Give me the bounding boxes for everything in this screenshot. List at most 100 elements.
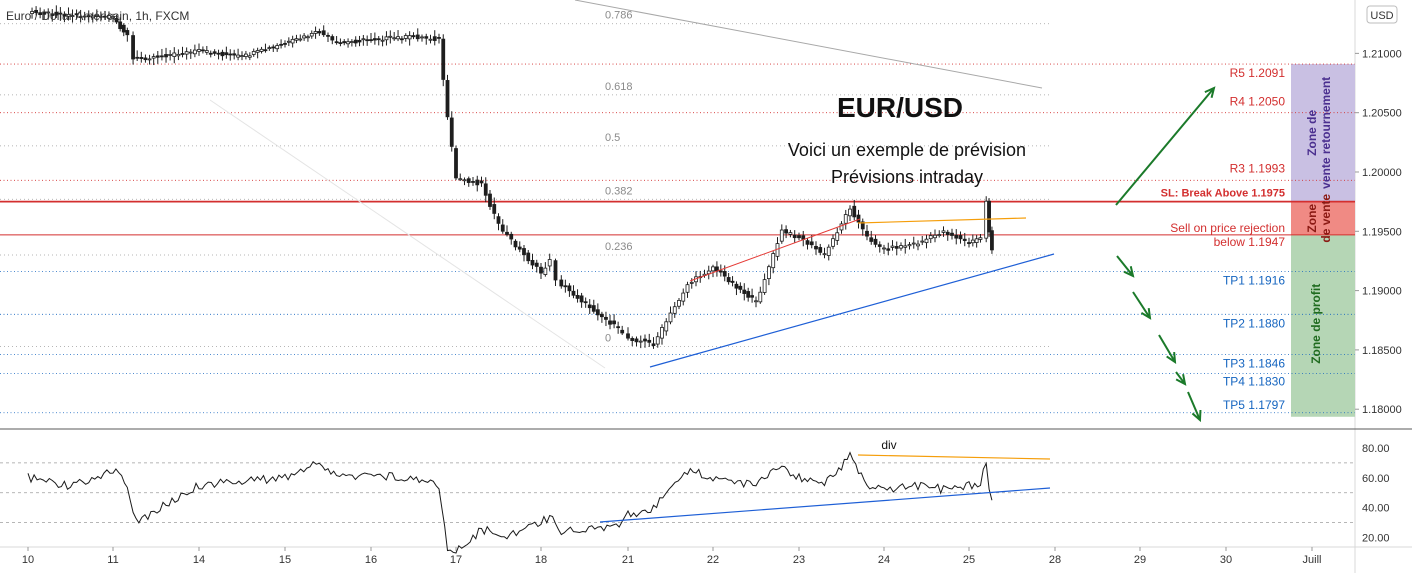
candle: [176, 49, 181, 61]
candle-body: [677, 299, 681, 307]
candle: [630, 336, 635, 347]
candle-body: [970, 239, 975, 244]
candle: [805, 238, 810, 250]
candle-body: [928, 235, 933, 240]
candle: [309, 30, 314, 39]
candle: [139, 51, 144, 63]
zone-sell-label-2: de vente: [1319, 194, 1333, 243]
long-trend-line: [574, 0, 1043, 89]
arrow-down-3: [1158, 334, 1176, 363]
candle-body: [718, 270, 723, 273]
candle-body: [286, 40, 291, 43]
arrow-down-2: [1132, 291, 1151, 319]
price-tick-label: 1.18500: [1362, 345, 1402, 357]
candle: [616, 321, 621, 334]
candle: [251, 48, 256, 57]
candle-body: [990, 230, 994, 251]
candle: [809, 235, 814, 249]
time-tick-label: 24: [878, 554, 890, 566]
candle-body: [384, 36, 389, 41]
candle-body: [509, 233, 514, 240]
candle: [403, 33, 408, 42]
candle-body: [313, 31, 318, 34]
candle: [852, 199, 857, 221]
arrow-down-4: [1175, 371, 1186, 385]
candle-body: [886, 248, 891, 251]
candle: [916, 240, 920, 251]
candle: [147, 54, 152, 65]
candle-body: [118, 21, 123, 30]
candle: [882, 244, 886, 254]
candle-body: [62, 13, 67, 17]
candle: [424, 33, 429, 45]
candle-body: [445, 80, 450, 118]
candle-body: [559, 279, 564, 287]
arrow-up-head: [1204, 86, 1216, 98]
candle: [483, 177, 488, 203]
candle: [839, 221, 844, 234]
candle-body: [579, 295, 584, 303]
candle-body: [848, 208, 852, 217]
candle-body: [317, 31, 322, 34]
candle: [197, 43, 201, 56]
candle-body: [822, 253, 827, 256]
candle: [509, 231, 514, 245]
arrow-up: [1115, 87, 1215, 206]
candle-body: [818, 247, 823, 253]
candle-body: [192, 49, 197, 55]
zone-profit-label: Zone de profit: [1309, 284, 1323, 364]
candle-body: [754, 300, 758, 303]
candle-body: [321, 30, 326, 36]
candle-body: [197, 49, 201, 52]
candle: [135, 50, 140, 62]
currency-badge[interactable]: [1366, 5, 1398, 24]
candle-body: [259, 48, 264, 52]
candle: [835, 227, 840, 245]
candle-body: [240, 55, 244, 58]
rsi-line: [27, 451, 993, 554]
candle-body: [852, 205, 857, 218]
candle-body: [660, 327, 664, 339]
price-axis: 1.18000 1.18500 1.19000 1.19500 1.20000 1.205…: [1355, 48, 1402, 416]
candle-body: [479, 180, 484, 184]
candle: [655, 332, 660, 348]
candle-body: [155, 55, 160, 58]
candle: [471, 176, 475, 186]
candle-body: [762, 279, 767, 293]
time-tick-label: 23: [793, 554, 805, 566]
candle: [974, 234, 979, 248]
price-divergence-line: [857, 217, 1027, 224]
time-tick-label: 29: [1134, 554, 1146, 566]
candle-body: [672, 306, 677, 314]
candle-body: [432, 36, 437, 41]
level-label-tp4: TP4 1.1830: [1223, 375, 1285, 389]
candle: [78, 9, 83, 23]
time-tick-label: 21: [622, 554, 634, 566]
candle: [877, 241, 882, 253]
fib-level-label: 0: [605, 332, 611, 344]
candle: [711, 264, 715, 278]
candle-body: [411, 35, 416, 38]
candle-body: [232, 53, 237, 56]
candle-body: [877, 244, 882, 247]
candle: [94, 9, 99, 22]
time-tick-label: 25: [963, 554, 975, 566]
rsi-tick-label: 60.00: [1362, 473, 1390, 485]
candle: [224, 46, 229, 59]
candle: [437, 33, 441, 44]
candle: [718, 264, 723, 277]
candle: [313, 26, 318, 39]
pair-title: EUR/USD: [837, 92, 963, 123]
candle: [767, 264, 771, 286]
candle: [492, 197, 497, 220]
candle-body: [251, 51, 256, 55]
candle-body: [742, 289, 747, 294]
candle: [970, 234, 975, 247]
candle-body: [125, 30, 130, 36]
candle-body: [306, 36, 310, 39]
candle-body: [492, 204, 497, 214]
candle: [125, 27, 130, 42]
candle: [792, 230, 797, 243]
candle: [168, 50, 173, 61]
candle-body: [263, 49, 268, 52]
